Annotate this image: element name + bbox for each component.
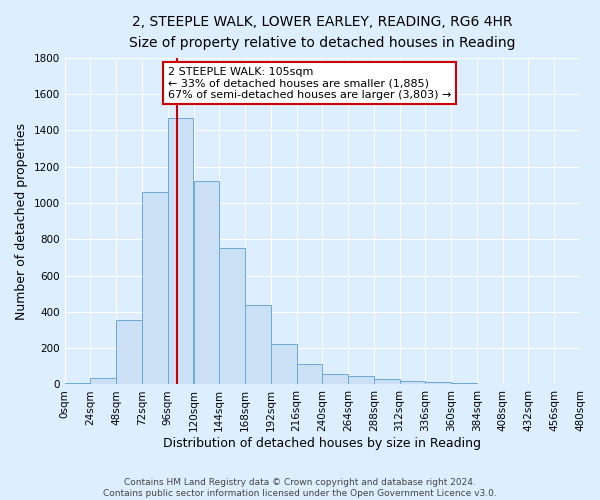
Bar (168, 118, 193, 384)
Bar (296, 364, 322, 384)
Bar (271, 344, 296, 384)
Bar (245, 304, 271, 384)
Bar (193, 181, 219, 384)
Text: 2 STEEPLE WALK: 105sqm
← 33% of detached houses are smaller (1,885)
67% of semi-: 2 STEEPLE WALK: 105sqm ← 33% of detached… (168, 67, 451, 100)
Bar (425, 382, 451, 384)
Bar (451, 383, 477, 384)
Bar (65, 382, 91, 384)
Bar (400, 381, 425, 384)
X-axis label: Distribution of detached houses by size in Reading: Distribution of detached houses by size … (163, 437, 481, 450)
Bar (142, 192, 168, 384)
Bar (322, 374, 348, 384)
Text: Contains HM Land Registry data © Crown copyright and database right 2024.
Contai: Contains HM Land Registry data © Crown c… (103, 478, 497, 498)
Bar (116, 320, 142, 384)
Title: 2, STEEPLE WALK, LOWER EARLEY, READING, RG6 4HR
Size of property relative to det: 2, STEEPLE WALK, LOWER EARLEY, READING, … (129, 15, 515, 50)
Bar (91, 378, 116, 384)
Bar (348, 376, 374, 384)
Bar (219, 248, 245, 384)
Y-axis label: Number of detached properties: Number of detached properties (15, 122, 28, 320)
Bar (374, 379, 400, 384)
